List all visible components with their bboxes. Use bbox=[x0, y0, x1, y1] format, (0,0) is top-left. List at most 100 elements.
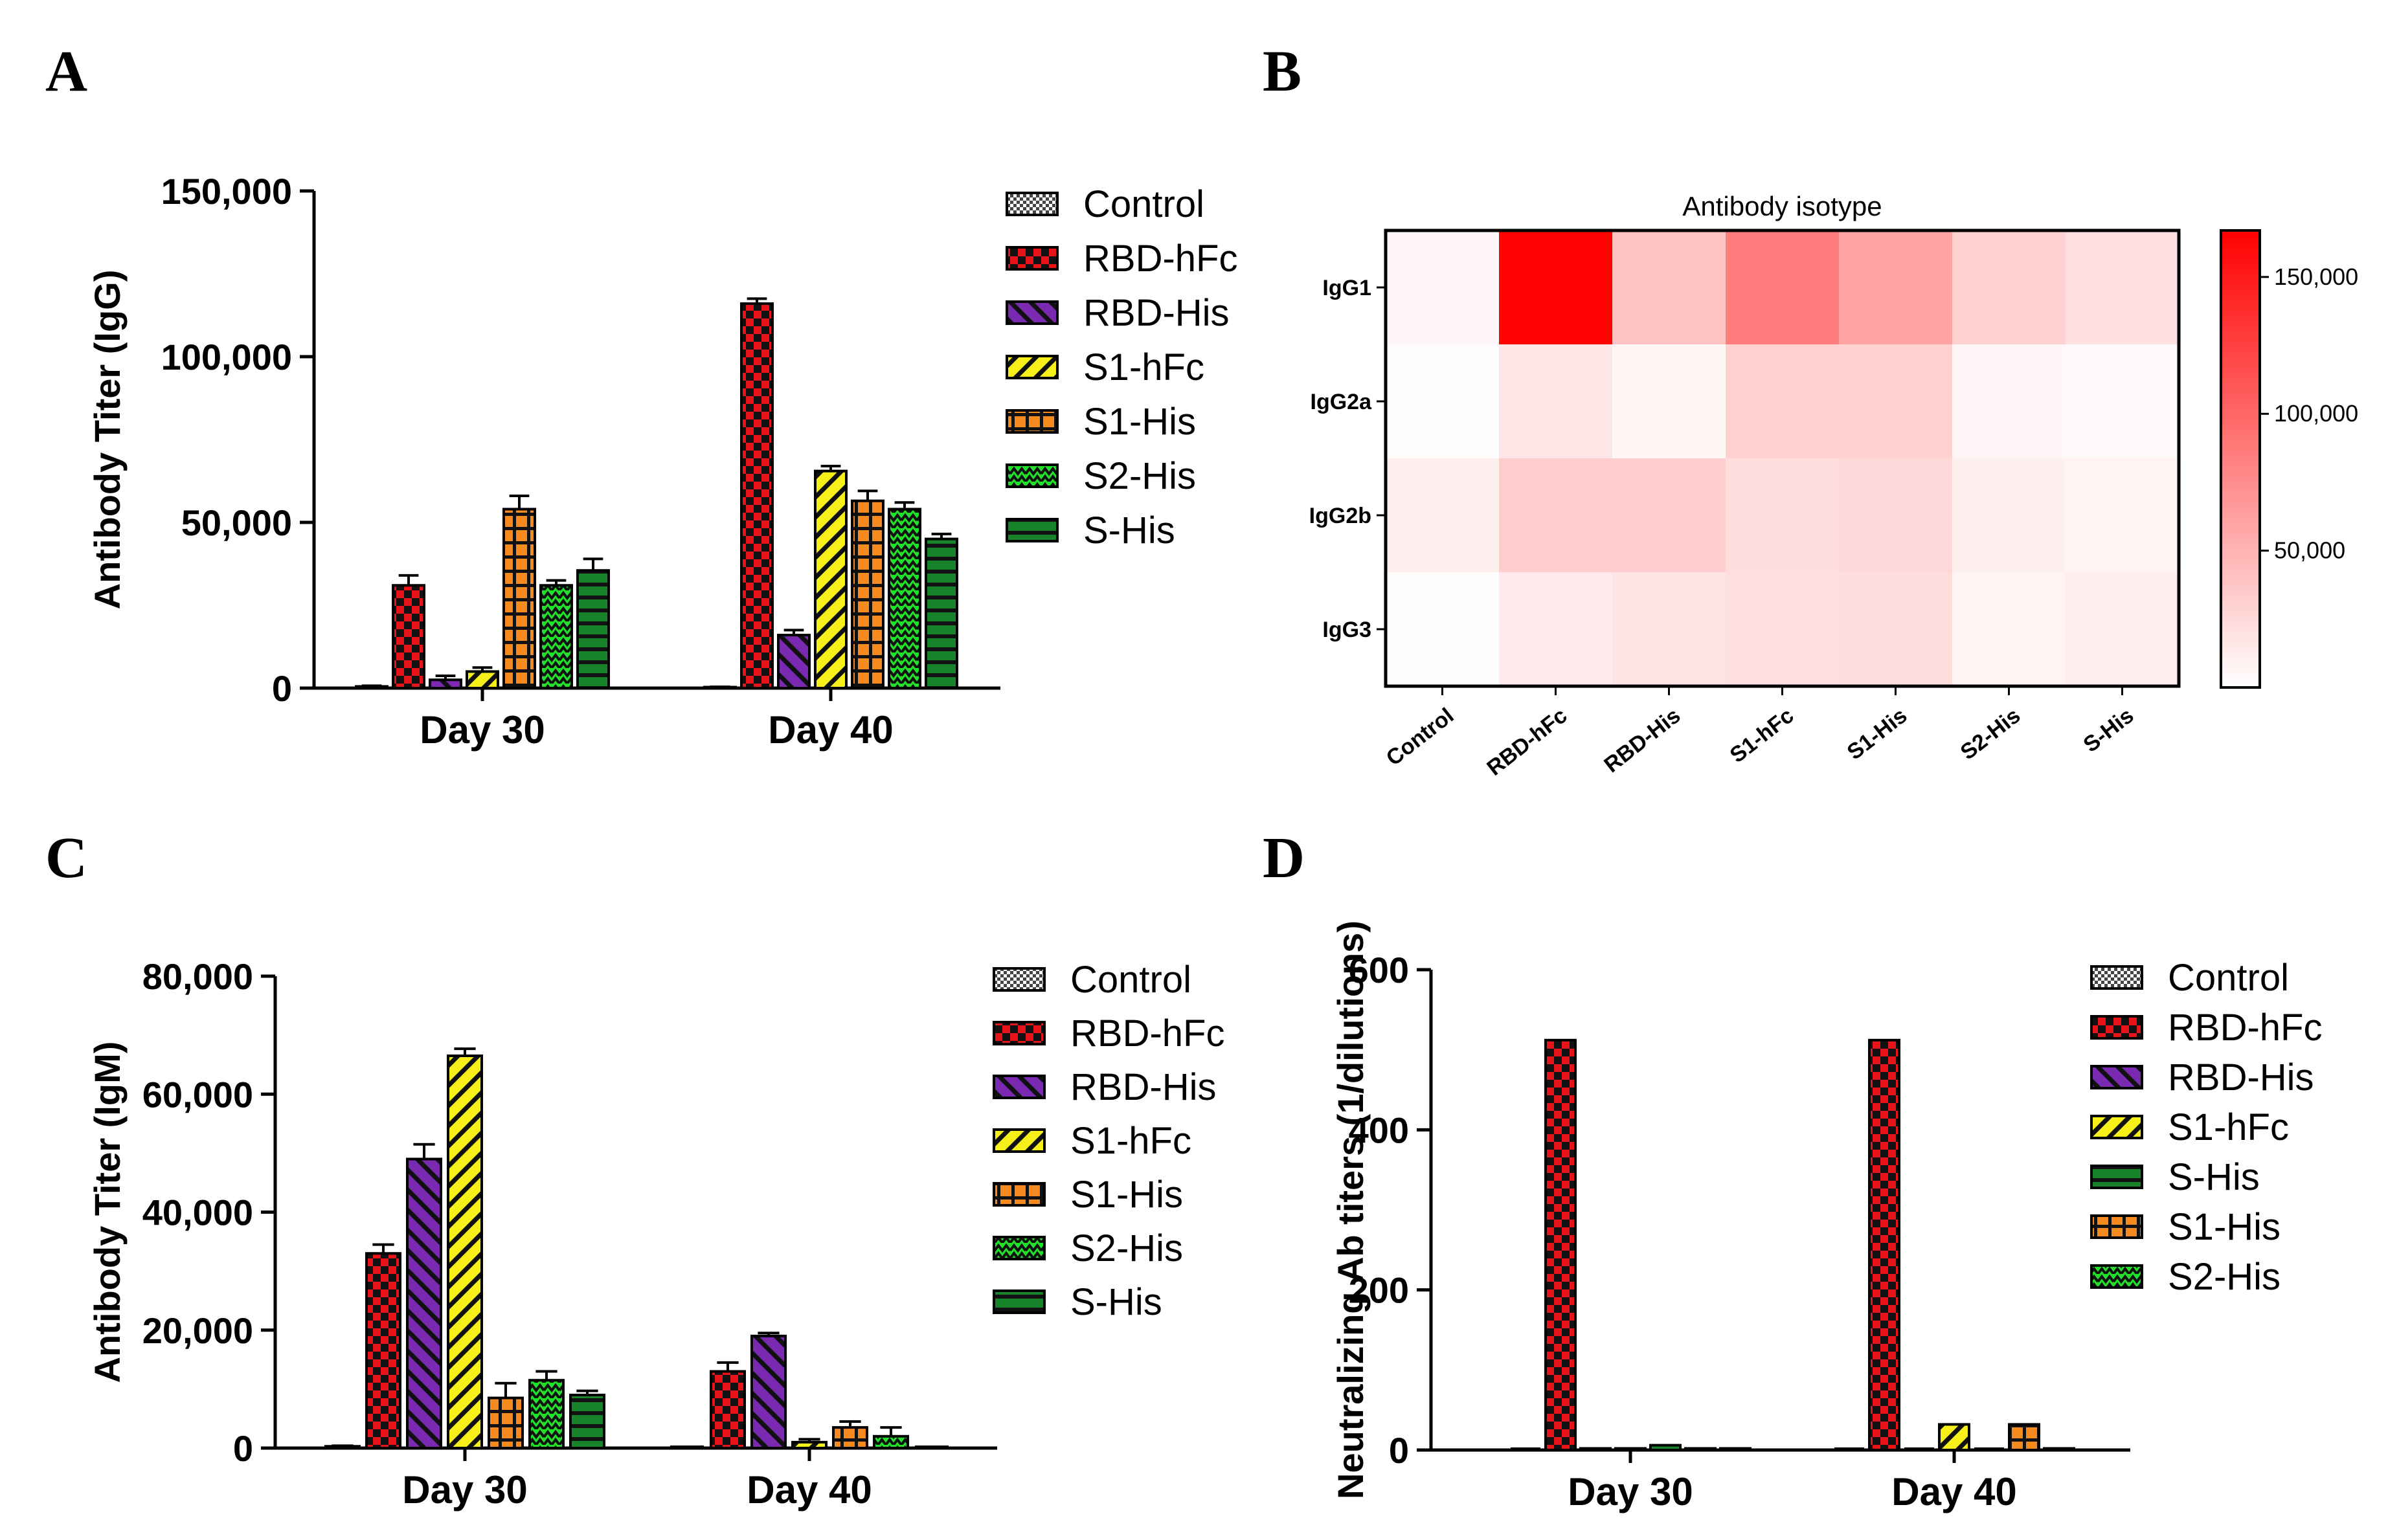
heatmap-cell-igg2b-rbd-hfc bbox=[1499, 458, 1613, 573]
heatmap-cell-igg1-rbd-hfc bbox=[1499, 230, 1613, 345]
bar-s2-his-day-40 bbox=[873, 1434, 909, 1449]
y-tick-label: 40,000 bbox=[142, 1192, 253, 1233]
legend-swatch-control bbox=[2090, 965, 2143, 990]
legend-swatch-rbd-his bbox=[2090, 1065, 2143, 1089]
colorbar-tick-label: 150,000 bbox=[2274, 263, 2358, 290]
panel-label: A bbox=[45, 39, 87, 104]
heatmap-cell-igg1-rbd-his bbox=[1612, 230, 1726, 345]
heatmap-cell-igg2b-control bbox=[1386, 458, 1500, 573]
column-label: RBD-His bbox=[1599, 703, 1685, 777]
bar-s1-hfc-day-40 bbox=[814, 469, 848, 689]
legend-swatch-rbd-hfc bbox=[1006, 246, 1059, 271]
legend-label-s-his: S-His bbox=[1070, 1281, 1162, 1323]
heatmap-cell-igg2b-rbd-his bbox=[1612, 458, 1726, 573]
heatmap-cell-igg1-s1-his bbox=[1839, 230, 1953, 345]
y-tick-label: 400 bbox=[1349, 1110, 1409, 1150]
y-tick-label: 60,000 bbox=[142, 1074, 253, 1115]
column-label: RBD-hFc bbox=[1482, 703, 1571, 780]
legend-label-s-his: S-His bbox=[1083, 509, 1175, 552]
category-label: Day 30 bbox=[402, 1468, 527, 1512]
heatmap-cell-igg1-control bbox=[1386, 230, 1500, 345]
bar-s-his-day-30 bbox=[569, 1393, 605, 1450]
y-tick-label: 0 bbox=[1389, 1430, 1409, 1471]
legend-label-rbd-his: RBD-His bbox=[2168, 1056, 2314, 1099]
bar-rbd-hfc-day-40 bbox=[740, 302, 774, 689]
bar-rbd-hfc-day-40 bbox=[1868, 1038, 1900, 1451]
legend-swatch-rbd-hfc bbox=[993, 1021, 1046, 1045]
heatmap-cell-igg2a-control bbox=[1386, 344, 1500, 459]
legend-swatch-control bbox=[1006, 192, 1059, 216]
heatmap-cell-igg1-s1-hfc bbox=[1726, 230, 1840, 345]
panel-a: A 0 50,000 100,000 150,000 Antibody Titer (Ig… bbox=[45, 39, 1237, 752]
legend: Control RBD-hFc RBD-His S1-hFc S1-His S2-His S… bbox=[1006, 183, 1237, 552]
y-tick-label: 0 bbox=[233, 1428, 253, 1469]
heatmap-cell-igg3-s1-his bbox=[1839, 572, 1953, 687]
y-axis-label: Antibody Titer (IgG) bbox=[87, 270, 128, 610]
legend-swatch-s-his bbox=[2090, 1165, 2143, 1189]
y-tick-label: 200 bbox=[1349, 1270, 1409, 1311]
column-label: S-His bbox=[2079, 703, 2139, 757]
column-label: S2-His bbox=[1956, 703, 2025, 764]
bar-s1-hfc-day-30 bbox=[466, 670, 499, 690]
legend-swatch-rbd-his bbox=[1006, 300, 1059, 325]
legend-label-rbd-hfc: RBD-hFc bbox=[2168, 1007, 2322, 1049]
heatmap-cell-igg2b-s1-his bbox=[1839, 458, 1953, 573]
legend-label-control: Control bbox=[1070, 959, 1191, 1001]
bar-rbd-hfc-day-30 bbox=[392, 584, 425, 690]
legend: Control RBD-hFc RBD-His S1-hFc S1-His S2-His S… bbox=[993, 959, 1224, 1323]
bar-s-his-day-30 bbox=[1649, 1444, 1682, 1452]
heatmap-cell-igg2a-s2-his bbox=[1952, 344, 2066, 459]
bar-rbd-hfc-day-40 bbox=[710, 1370, 746, 1450]
bar-s-his-day-30 bbox=[576, 569, 610, 689]
bar-s2-his-day-30 bbox=[528, 1379, 565, 1450]
heatmap-cell-igg2b-s-his bbox=[2066, 458, 2180, 573]
bar-s1-his-day-30 bbox=[488, 1396, 524, 1449]
heatmap-title: Antibody isotype bbox=[1682, 191, 1882, 221]
legend-swatch-s1-his bbox=[2090, 1214, 2143, 1239]
y-axis-label: Antibody Titer (IgM) bbox=[87, 1042, 128, 1383]
colorbar-tick-label: 50,000 bbox=[2274, 537, 2345, 564]
heatmap-cell-igg3-control bbox=[1386, 572, 1500, 687]
legend-swatch-s1-his bbox=[1006, 409, 1059, 434]
bar-rbd-his-day-40 bbox=[750, 1334, 787, 1450]
legend-swatch-s1-hfc bbox=[2090, 1115, 2143, 1139]
row-label: IgG1 bbox=[1322, 276, 1371, 300]
category-label: Day 30 bbox=[1568, 1470, 1693, 1513]
bar-rbd-his-day-40 bbox=[777, 634, 811, 690]
bar-s1-his-day-40 bbox=[2008, 1423, 2040, 1452]
legend-label-s1-hfc: S1-hFc bbox=[2168, 1106, 2289, 1148]
bar-s1-hfc-day-40 bbox=[1938, 1423, 1970, 1452]
y-tick-label: 0 bbox=[272, 668, 292, 709]
y-tick-label: 150,000 bbox=[161, 171, 292, 212]
legend-label-s1-hfc: S1-hFc bbox=[1070, 1120, 1191, 1162]
legend-label-rbd-hfc: RBD-hFc bbox=[1083, 238, 1237, 280]
legend-swatch-s1-hfc bbox=[993, 1128, 1046, 1153]
bar-rbd-hfc-day-30 bbox=[365, 1252, 401, 1449]
legend-swatch-control bbox=[993, 967, 1046, 992]
legend-swatch-rbd-his bbox=[993, 1075, 1046, 1099]
legend-swatch-s-his bbox=[993, 1289, 1046, 1314]
bar-s2-his-day-40 bbox=[888, 508, 921, 690]
bar-s1-his-day-40 bbox=[832, 1426, 868, 1449]
legend-label-s1-his: S1-His bbox=[1070, 1174, 1183, 1216]
bar-s1-his-day-40 bbox=[851, 499, 884, 689]
legend-label-rbd-hfc: RBD-hFc bbox=[1070, 1012, 1224, 1055]
category-label: Day 30 bbox=[420, 708, 545, 752]
heatmap-cell-igg2a-s-his bbox=[2066, 344, 2180, 459]
y-tick-label: 100,000 bbox=[161, 337, 292, 377]
colorbar-tick-label: 100,000 bbox=[2274, 400, 2358, 427]
panel-label: B bbox=[1263, 39, 1301, 104]
y-tick-label: 50,000 bbox=[181, 502, 292, 543]
bar-s-his-day-40 bbox=[925, 537, 958, 689]
colorbar bbox=[2220, 229, 2261, 689]
panel-b: B Antibody isotype IgG1 IgG2a IgG2b IgG3 Contr… bbox=[1263, 39, 2358, 781]
legend-label-rbd-his: RBD-His bbox=[1070, 1066, 1217, 1108]
heatmap-cell-igg2b-s1-hfc bbox=[1726, 458, 1840, 573]
column-label: Control bbox=[1382, 703, 1459, 770]
row-label: IgG2a bbox=[1311, 390, 1373, 414]
y-tick-label: 80,000 bbox=[142, 956, 253, 997]
legend-swatch-s-his bbox=[1006, 518, 1059, 542]
bar-s1-hfc-day-40 bbox=[791, 1440, 828, 1449]
